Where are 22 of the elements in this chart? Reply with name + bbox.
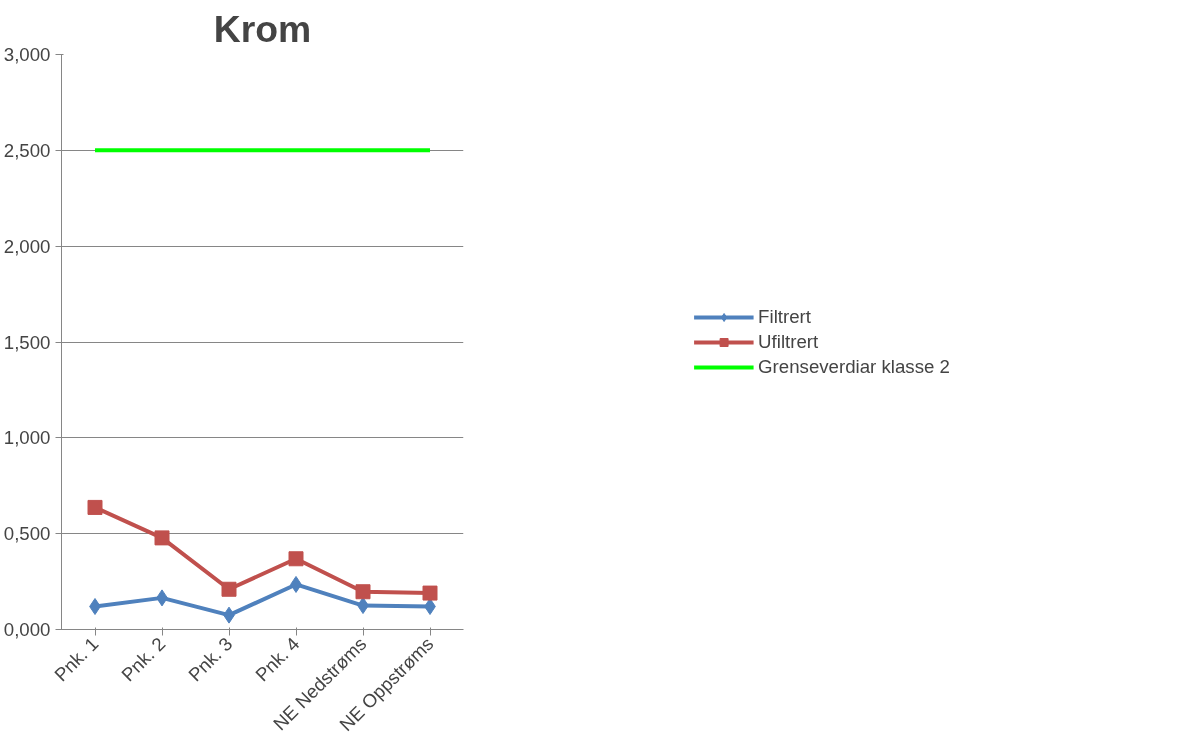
- legend-label: Ufiltrert: [758, 330, 819, 353]
- y-tick-label: 2,500: [3, 139, 51, 161]
- point: [355, 584, 371, 600]
- point: [89, 598, 101, 615]
- point: [288, 551, 304, 567]
- chart-title: Krom: [213, 7, 312, 50]
- legend-label: Grenseverdiar klasse 2: [758, 355, 950, 378]
- y-tick-label: 3,000: [3, 44, 51, 65]
- y-tick-label: 2,000: [3, 235, 51, 257]
- point: [221, 581, 237, 597]
- y-tick-label: 0,500: [3, 523, 51, 545]
- x-tick-label: Pnk. 2: [117, 633, 170, 686]
- legend-label: Filtrert: [758, 305, 811, 328]
- y-tick-label: 0,000: [3, 619, 51, 640]
- y-tick-label: 1,000: [3, 427, 51, 449]
- point: [424, 598, 436, 615]
- point: [154, 530, 170, 546]
- point: [87, 499, 103, 515]
- x-tick-label: Pnk. 1: [50, 633, 103, 686]
- point: [422, 585, 438, 601]
- y-tick-label: 1,500: [3, 331, 51, 353]
- x-tick-label: Pnk. 3: [184, 633, 237, 686]
